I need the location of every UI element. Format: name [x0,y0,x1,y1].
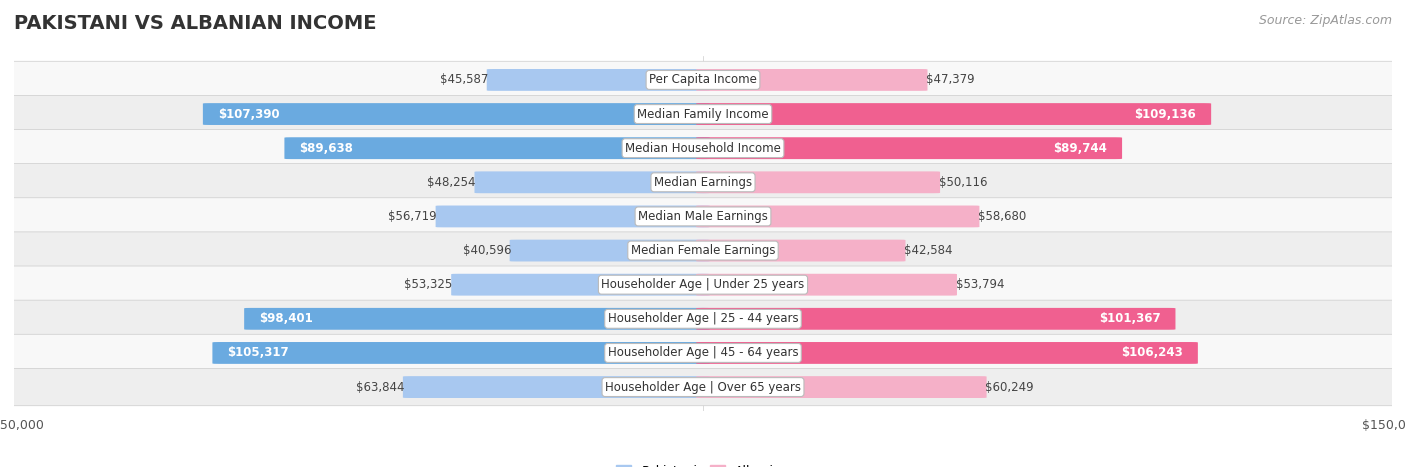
Text: $60,249: $60,249 [986,381,1033,394]
Text: Median Female Earnings: Median Female Earnings [631,244,775,257]
Text: Median Earnings: Median Earnings [654,176,752,189]
FancyBboxPatch shape [0,129,1406,167]
Text: $40,596: $40,596 [463,244,510,257]
Text: Per Capita Income: Per Capita Income [650,73,756,86]
FancyBboxPatch shape [486,69,710,91]
Text: Median Household Income: Median Household Income [626,142,780,155]
FancyBboxPatch shape [696,308,1175,330]
FancyBboxPatch shape [0,198,1406,235]
FancyBboxPatch shape [404,376,710,398]
Text: $106,243: $106,243 [1121,347,1182,360]
Text: Householder Age | Over 65 years: Householder Age | Over 65 years [605,381,801,394]
Text: $50,116: $50,116 [939,176,987,189]
FancyBboxPatch shape [0,61,1406,99]
Text: $63,844: $63,844 [356,381,405,394]
FancyBboxPatch shape [509,240,710,262]
Text: $89,638: $89,638 [299,142,353,155]
FancyBboxPatch shape [696,342,1198,364]
Text: $98,401: $98,401 [259,312,314,325]
Text: $107,390: $107,390 [218,107,280,120]
FancyBboxPatch shape [0,368,1406,406]
FancyBboxPatch shape [696,240,905,262]
FancyBboxPatch shape [245,308,710,330]
Text: $42,584: $42,584 [904,244,953,257]
FancyBboxPatch shape [0,300,1406,338]
Text: $109,136: $109,136 [1135,107,1197,120]
FancyBboxPatch shape [696,137,1122,159]
Text: Source: ZipAtlas.com: Source: ZipAtlas.com [1258,14,1392,27]
FancyBboxPatch shape [0,95,1406,133]
FancyBboxPatch shape [436,205,710,227]
FancyBboxPatch shape [696,274,957,296]
Text: PAKISTANI VS ALBANIAN INCOME: PAKISTANI VS ALBANIAN INCOME [14,14,377,33]
Text: Householder Age | 45 - 64 years: Householder Age | 45 - 64 years [607,347,799,360]
FancyBboxPatch shape [451,274,710,296]
FancyBboxPatch shape [696,103,1211,125]
FancyBboxPatch shape [212,342,710,364]
Text: $56,719: $56,719 [388,210,437,223]
FancyBboxPatch shape [284,137,710,159]
Text: $105,317: $105,317 [228,347,290,360]
FancyBboxPatch shape [696,376,987,398]
FancyBboxPatch shape [0,232,1406,269]
Text: $53,325: $53,325 [405,278,453,291]
Text: $101,367: $101,367 [1098,312,1160,325]
Text: Median Male Earnings: Median Male Earnings [638,210,768,223]
Text: $47,379: $47,379 [927,73,974,86]
FancyBboxPatch shape [474,171,710,193]
Text: Householder Age | 25 - 44 years: Householder Age | 25 - 44 years [607,312,799,325]
FancyBboxPatch shape [696,171,941,193]
Text: $53,794: $53,794 [956,278,1004,291]
Text: $45,587: $45,587 [440,73,488,86]
FancyBboxPatch shape [0,334,1406,372]
FancyBboxPatch shape [202,103,710,125]
FancyBboxPatch shape [0,266,1406,304]
FancyBboxPatch shape [696,205,980,227]
Text: $48,254: $48,254 [427,176,475,189]
Text: $89,744: $89,744 [1053,142,1107,155]
FancyBboxPatch shape [696,69,928,91]
Text: Median Family Income: Median Family Income [637,107,769,120]
Text: $58,680: $58,680 [979,210,1026,223]
Text: Householder Age | Under 25 years: Householder Age | Under 25 years [602,278,804,291]
FancyBboxPatch shape [0,163,1406,201]
Legend: Pakistani, Albanian: Pakistani, Albanian [612,460,794,467]
